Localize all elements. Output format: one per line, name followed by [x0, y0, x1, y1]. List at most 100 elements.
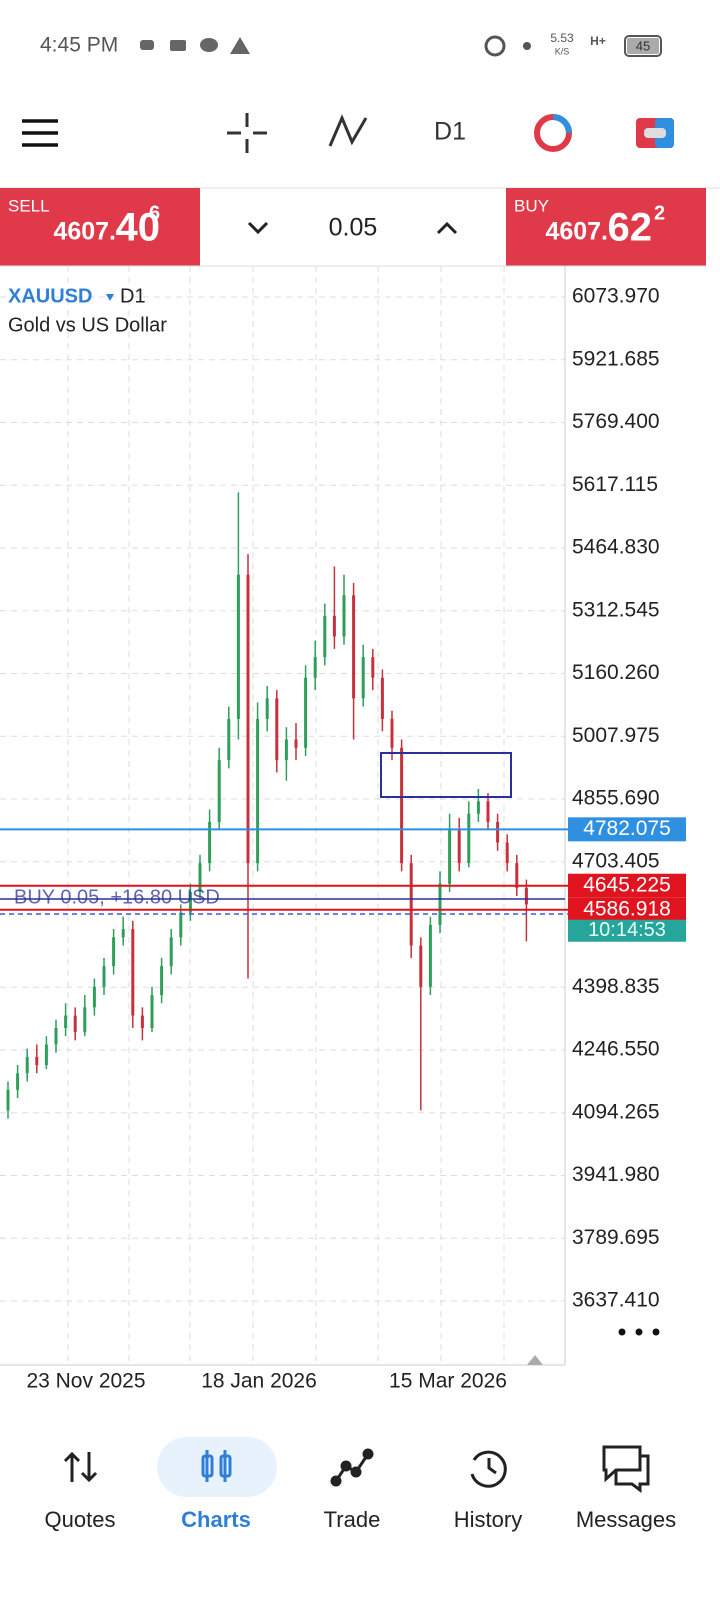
sell-price-sup: 6: [149, 202, 160, 224]
price-line-label: 4645.225: [583, 873, 671, 896]
symbol-description: Gold vs US Dollar: [8, 314, 167, 336]
price-tick-label: 3637.410: [572, 1289, 660, 1312]
candle-body: [457, 830, 461, 864]
candle-body: [256, 718, 260, 864]
one-click-accent: [552, 114, 572, 134]
candle-body: [179, 912, 183, 938]
more-dot[interactable]: [618, 1328, 626, 1336]
candle-body: [54, 1027, 58, 1045]
scroll-marker: [527, 1355, 543, 1365]
candle-body: [73, 1015, 77, 1033]
buy-button[interactable]: [506, 188, 706, 266]
battery-level: [627, 38, 659, 54]
candle-body: [35, 1056, 39, 1066]
trade-button-center: [644, 128, 666, 138]
candle-body: [169, 937, 173, 967]
candle-body: [236, 574, 240, 719]
candle-body: [524, 887, 528, 905]
buy-label: BUY: [514, 196, 549, 215]
timeframe-button[interactable]: D1: [434, 118, 466, 146]
price-tick-label: 6073.970: [572, 285, 660, 308]
price-tick-label: 5464.830: [572, 536, 660, 559]
candle-body: [121, 929, 125, 938]
bar-timer: 10:14:53: [588, 919, 666, 941]
candle-body: [198, 863, 202, 892]
nav-item[interactable]: History: [454, 1507, 522, 1532]
candle-body: [304, 677, 308, 748]
nav-icon: [602, 1445, 650, 1493]
candle-body: [342, 595, 346, 637]
volume-down[interactable]: [247, 221, 269, 235]
menu-button[interactable]: [22, 119, 58, 147]
price-line-tag: [568, 873, 686, 898]
volume[interactable]: 0.05: [329, 214, 378, 242]
net-speed: 5.53: [550, 31, 574, 45]
date-label: 18 Jan 2026: [201, 1370, 317, 1393]
candle-body: [208, 821, 212, 864]
status-icon: [170, 40, 186, 51]
price-tick-label: 4398.835: [572, 975, 660, 998]
candle-body: [428, 924, 432, 987]
chart-marks: [6, 492, 528, 1119]
buy-price-big: 62: [608, 206, 653, 250]
crosshair-button[interactable]: [227, 113, 267, 153]
candle-body: [294, 739, 298, 748]
candle-body: [131, 929, 135, 1016]
drawn-rectangle: [380, 752, 512, 798]
nav-item[interactable]: Trade: [324, 1507, 381, 1532]
status-icon: [200, 38, 218, 52]
sell-label: SELL: [8, 196, 50, 215]
candle-body: [409, 863, 413, 946]
candle-body: [438, 883, 442, 925]
nav-icon: [330, 1448, 374, 1487]
candle-body: [227, 718, 231, 761]
price-tick-label: 5312.545: [572, 598, 660, 621]
symbol-dropdown[interactable]: [106, 294, 114, 301]
price-tick-label: 5769.400: [572, 410, 660, 433]
price-line-label: 4782.075: [583, 817, 671, 840]
price-line-label: 4586.918: [583, 897, 671, 920]
volume-up[interactable]: [436, 221, 458, 235]
candle-body: [265, 698, 269, 719]
price-tick-label: 4094.265: [572, 1100, 660, 1123]
nav-icon: [63, 1451, 98, 1483]
candle-body: [102, 966, 106, 987]
sell-price-big: 40: [116, 206, 161, 250]
candle-body: [352, 595, 356, 699]
nav-icon: [201, 1450, 232, 1482]
price-line-tag: [568, 817, 686, 842]
price-tick-label: 4855.690: [572, 787, 660, 810]
chart-timeframe: D1: [120, 285, 146, 307]
more-dot[interactable]: [652, 1328, 660, 1336]
candle-body: [323, 615, 327, 658]
battery-text: 45: [636, 38, 650, 53]
nav-active-bg: [157, 1437, 277, 1497]
alarm-icon: [484, 35, 506, 57]
more-dot[interactable]: [635, 1328, 643, 1336]
price-line-tag: [568, 897, 686, 922]
price-tick-label: 3789.695: [572, 1226, 660, 1249]
buy-price-sup: 2: [654, 202, 665, 224]
nav-item[interactable]: Charts: [181, 1507, 251, 1532]
candle-body: [332, 615, 336, 637]
candle-body: [83, 1007, 87, 1033]
sell-button[interactable]: [0, 188, 200, 266]
indicators-button[interactable]: [328, 114, 368, 147]
price-tick-label: 4246.550: [572, 1038, 660, 1061]
candle-body: [217, 760, 221, 822]
symbol[interactable]: XAUUSD: [8, 285, 92, 307]
candle-body: [496, 821, 500, 843]
candle-body: [313, 657, 317, 678]
price-tick-label: 5160.260: [572, 661, 660, 684]
nav-item[interactable]: Messages: [576, 1507, 676, 1532]
candle-body: [467, 813, 471, 864]
candle-body: [515, 863, 519, 888]
candle-body: [505, 842, 509, 864]
nav-icon: [470, 1450, 507, 1488]
candle-body: [44, 1044, 48, 1066]
status-icon: [140, 40, 154, 50]
nav-item[interactable]: Quotes: [45, 1507, 116, 1532]
candle-body: [486, 801, 490, 822]
grid: [0, 266, 565, 1365]
